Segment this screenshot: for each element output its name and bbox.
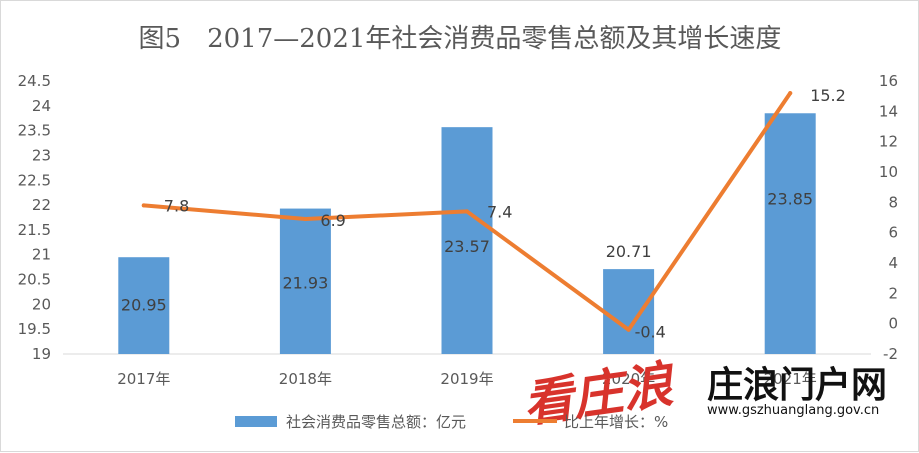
bar-data-label: 23.57 [444,237,490,256]
y-left-tick-label: 22.5 [18,171,51,189]
legend: 社会消费品零售总额：亿元 比上年增长：% [235,413,668,431]
legend-swatch-bar [235,416,277,427]
chart-title: 图5 2017—2021年社会消费品零售总额及其增长速度 [139,24,782,54]
y-left-tick-label: 21 [32,246,51,264]
x-axis: 2017年 2018年 2019年 2020年 2021年 [117,370,817,388]
bar [764,113,816,354]
y-left-tick-label: 24.5 [18,72,51,90]
y-left-tick-label: 23 [32,146,51,164]
y-right-tick-label: 16 [879,72,898,90]
bar [118,257,170,354]
bar-data-label: 23.85 [767,190,813,209]
y-axis-left: 19 19.5 20 20.5 21 21.5 22 22.5 23 23.5 24 24.5 [18,72,51,363]
y-left-tick-label: 22 [32,196,51,214]
x-tick-label: 2021年 [764,370,817,388]
y-left-tick-label: 19 [32,345,51,363]
y-right-tick-label: 0 [888,315,898,333]
y-left-tick-label: 20.5 [18,271,51,289]
line-point [303,217,308,222]
legend-label-bar: 社会消费品零售总额：亿元 [286,413,466,431]
line-data-label: -0.4 [635,323,666,342]
line-data-label: 7.4 [487,202,512,221]
x-tick-label: 2017年 [117,370,170,388]
line-data-label: 15.2 [810,86,846,105]
y-left-tick-label: 23.5 [18,122,51,140]
y-right-tick-label: -2 [883,345,898,363]
line-point [626,327,631,332]
y-right-tick-label: 2 [888,284,898,302]
bar [603,269,655,354]
bar-data-label: 20.71 [606,242,652,261]
y-left-tick-label: 21.5 [18,221,51,239]
line-data-label: 6.9 [320,211,345,230]
y-axis-right: -2 0 2 4 6 8 10 12 14 16 [879,72,898,363]
y-left-tick-label: 24 [32,97,51,115]
legend-label-line: 比上年增长：% [564,413,668,431]
line-point [788,91,793,96]
x-tick-label: 2019年 [440,370,493,388]
line-point [465,209,469,214]
watermark-url: www.gszhuanglang.gov.cn [707,403,879,418]
line-series [141,91,793,332]
bar [441,127,493,354]
y-right-tick-label: 4 [888,254,898,272]
bar-data-label: 20.95 [121,295,167,314]
y-left-tick-label: 20 [32,295,51,313]
bar-series [118,113,816,354]
line-data-labels: 7.8 6.9 7.4 -0.4 15.2 [164,86,846,342]
watermark-brand: 庄浪门户网 [707,365,887,406]
bar-data-label: 21.93 [282,274,328,293]
y-left-tick-label: 19.5 [18,320,51,338]
y-right-tick-label: 6 [888,224,898,242]
y-right-tick-label: 14 [879,102,898,120]
y-right-tick-label: 12 [879,133,898,151]
line-data-label: 7.8 [164,196,189,215]
bar [279,208,331,354]
x-tick-label: 2020年 [602,370,655,388]
y-right-tick-label: 8 [888,193,898,211]
line-point [141,203,146,208]
bar-data-labels: 20.95 21.93 23.57 20.71 23.85 [121,190,813,315]
x-tick-label: 2018年 [279,370,332,388]
y-right-tick-label: 10 [879,163,898,181]
